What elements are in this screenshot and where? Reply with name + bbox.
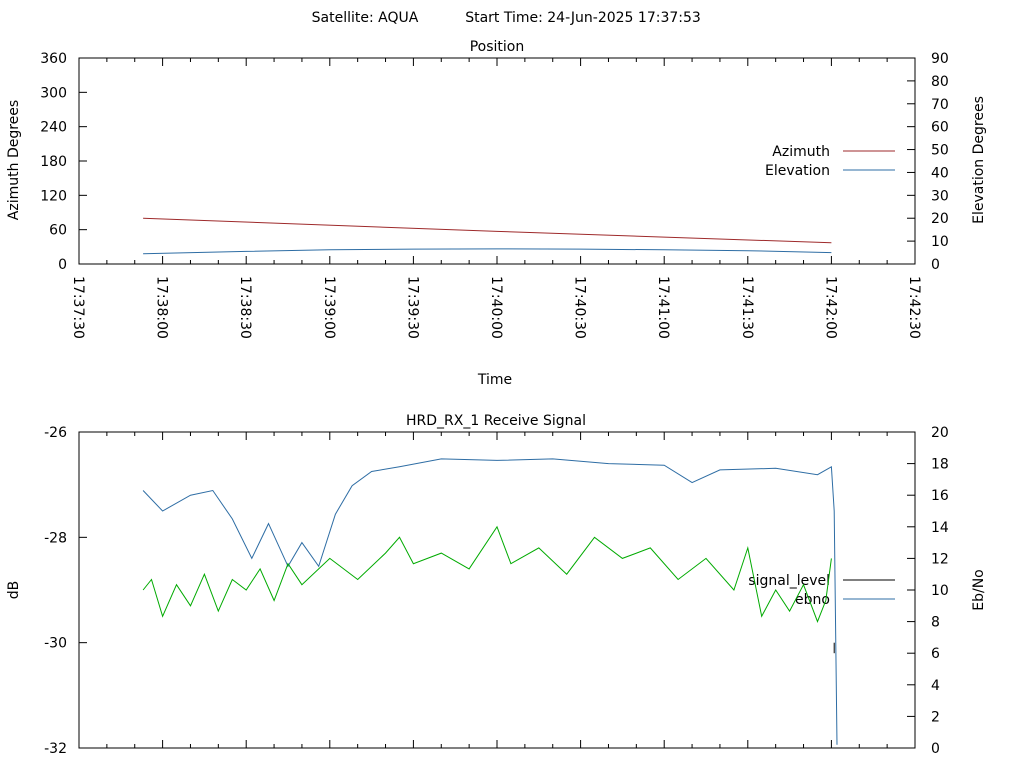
receive-signal-chart: HRD_RX_1 Receive Signal dB Eb/No -32 -30 -… (6, 413, 987, 757)
plot-frame (78, 431, 916, 749)
y-tick-label: 360 (40, 51, 67, 67)
satellite-title: Satellite: AQUA (312, 10, 419, 26)
y2-tick-label: 40 (931, 165, 949, 181)
y-tick-label: 240 (40, 120, 67, 136)
y2-tick-label: 8 (931, 615, 940, 631)
y2-tick-label: 20 (931, 211, 949, 227)
y2-tick-label: 18 (931, 457, 949, 473)
y2-tick-label: 20 (931, 425, 949, 441)
x-tick-label: 17:40:30 (572, 276, 588, 339)
azimuth-axis-label: Azimuth Degrees (6, 100, 22, 220)
start-time-title: Start Time: 24-Jun-2025 17:37:53 (465, 10, 701, 26)
y2-tick-label: 30 (931, 188, 949, 204)
legend-label-azimuth: Azimuth (772, 144, 830, 160)
x-tick-label: 17:41:00 (655, 276, 671, 339)
y2-tick-label: 14 (931, 520, 949, 536)
legend-label-signal-level: signal_level (748, 573, 830, 589)
legend-label-elevation: Elevation (765, 163, 830, 179)
position-chart-title: Position (470, 39, 525, 55)
y2-tick-label: 0 (931, 741, 940, 757)
x-tick-label: 17:38:30 (237, 276, 253, 339)
y2-tick-label: 2 (931, 709, 940, 725)
y-tick-label: 300 (40, 85, 67, 101)
y-tick-label: 120 (40, 188, 67, 204)
x-tick-label: 17:42:30 (906, 276, 922, 339)
y2-tick-label: 12 (931, 551, 949, 567)
x-tick-label: 17:41:30 (739, 276, 755, 339)
y2-tick-label: 16 (931, 488, 949, 504)
time-axis-label: Time (477, 372, 512, 388)
series-line-elevation (143, 248, 832, 255)
x-tick-label: 17:37:30 (70, 276, 86, 339)
y-tick-label: 180 (40, 154, 67, 170)
receive-signal-chart-title: HRD_RX_1 Receive Signal (406, 413, 586, 429)
y-tick-label: -26 (44, 425, 67, 441)
x-tick-label: 17:39:00 (321, 276, 337, 339)
y2-tick-label: 10 (931, 234, 949, 250)
y2-tick-label: 70 (931, 97, 949, 113)
elevation-axis-label: Elevation Degrees (971, 96, 987, 224)
db-axis-label: dB (6, 581, 22, 600)
y2-tick-label: 0 (931, 257, 940, 273)
y-tick-label: 0 (58, 257, 67, 273)
y2-tick-label: 80 (931, 74, 949, 90)
y-tick-label: 60 (49, 223, 67, 239)
y2-tick-label: 10 (931, 583, 949, 599)
legend-label-ebno: ebno (795, 592, 830, 608)
series-line-unnamed (142, 525, 832, 623)
y2-tick-label: 90 (931, 51, 949, 67)
y2-tick-label: 60 (931, 120, 949, 136)
y-tick-label: -28 (44, 530, 67, 546)
x-tick-label: 17:38:00 (154, 276, 170, 339)
ebno-axis-label: Eb/No (971, 569, 987, 611)
x-tick-label: 17:39:30 (404, 276, 420, 339)
position-chart: Position Azimuth Degrees Elevation Degre… (6, 39, 987, 388)
plot-frame (78, 57, 916, 265)
series-line-ebno (142, 458, 838, 745)
y2-tick-label: 4 (931, 678, 940, 694)
y-tick-label: -32 (44, 741, 67, 757)
y2-tick-label: 6 (931, 646, 940, 662)
x-tick-label: 17:40:00 (488, 276, 504, 339)
y-tick-label: -30 (44, 636, 67, 652)
y2-tick-label: 50 (931, 143, 949, 159)
x-tick-label: 17:42:00 (822, 276, 838, 339)
series-line-azimuth (143, 217, 832, 244)
